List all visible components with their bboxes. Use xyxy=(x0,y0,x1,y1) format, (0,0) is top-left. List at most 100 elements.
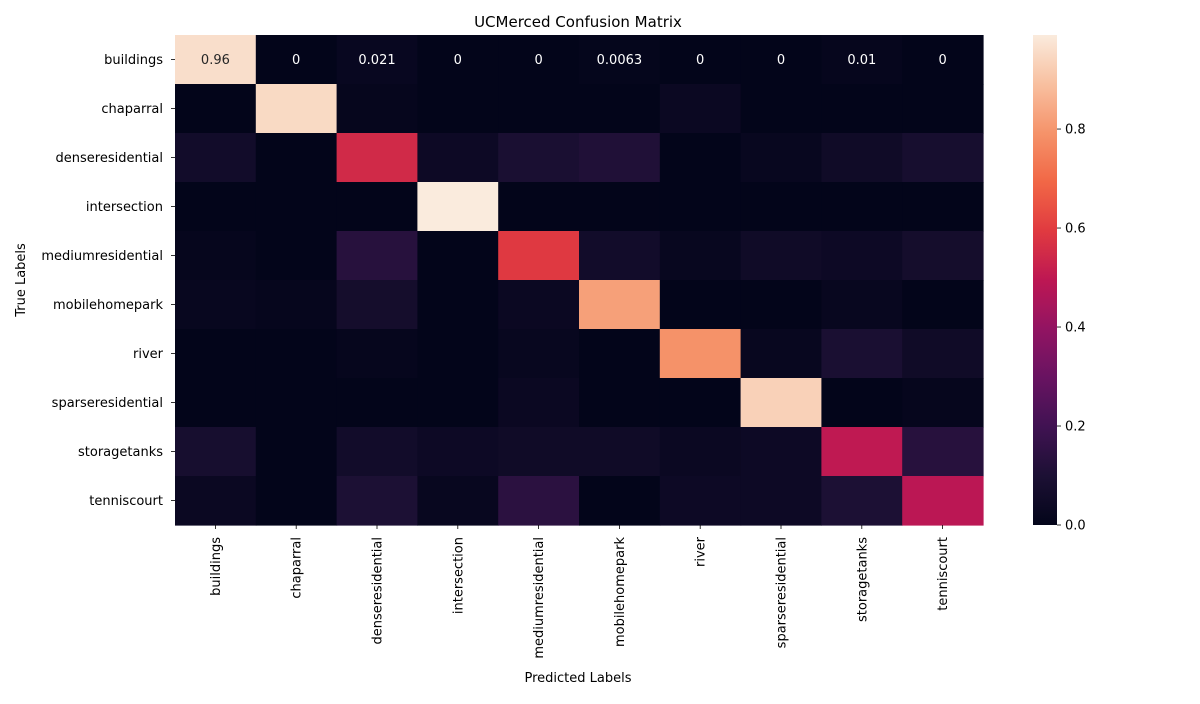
heatmap-cell xyxy=(659,35,742,85)
heatmap-cell xyxy=(336,476,418,526)
colorbar-ticks: 0.0 0.2 0.4 0.6 0.8 xyxy=(1057,123,1086,534)
y-tick-label: mobilehomepark xyxy=(53,298,164,313)
heatmap-cell xyxy=(417,182,499,232)
heatmap-cell xyxy=(740,35,822,85)
heatmap-cell xyxy=(902,35,984,85)
heatmap-cell xyxy=(821,378,903,428)
heatmap-cell xyxy=(255,280,338,330)
heatmap-cell xyxy=(740,329,822,379)
y-tick-label: sparseresidential xyxy=(52,396,163,411)
heatmap-cell xyxy=(821,427,903,477)
y-tick-label: tenniscourt xyxy=(89,494,163,509)
heatmap-cell xyxy=(255,378,338,428)
heatmap-cell xyxy=(336,280,418,330)
heatmap-cell xyxy=(740,476,822,526)
heatmap-cell xyxy=(821,231,903,281)
heatmap-cell xyxy=(336,35,418,85)
heatmap-cell xyxy=(417,280,499,330)
cell-value-label: 0.0063 xyxy=(597,53,643,68)
x-tick-label: sparseresidential xyxy=(775,537,790,648)
heatmap-cell xyxy=(740,84,822,134)
heatmap-cell xyxy=(821,476,903,526)
heatmap-cell xyxy=(902,84,984,134)
heatmap-cell xyxy=(659,329,742,379)
cell-value-label: 0.96 xyxy=(201,53,230,68)
heatmap-cell xyxy=(417,231,499,281)
heatmap-cell xyxy=(417,378,499,428)
x-tick-label: storagetanks xyxy=(855,537,870,622)
cell-value-label: 0.01 xyxy=(847,53,876,68)
heatmap-cell xyxy=(579,84,661,134)
heatmap-cell xyxy=(902,231,984,281)
heatmap-cell xyxy=(417,427,499,477)
x-tick-label: mediumresidential xyxy=(532,537,547,659)
heatmap-cell xyxy=(902,182,984,232)
heatmap-cell xyxy=(740,280,822,330)
x-tick-label: tenniscourt xyxy=(936,537,951,611)
cell-value-label: 0 xyxy=(534,53,542,68)
heatmap-cell xyxy=(821,329,903,379)
heatmap-cell xyxy=(417,84,499,134)
heatmap-cell xyxy=(336,133,418,183)
heatmap-cell xyxy=(821,182,903,232)
heatmap-cell xyxy=(659,133,742,183)
heatmap-cell xyxy=(498,329,580,379)
heatmap-cell xyxy=(659,378,742,428)
heatmap-cell xyxy=(579,182,661,232)
heatmap-cell xyxy=(498,231,580,281)
heatmap-cell xyxy=(579,378,661,428)
heatmap-cell xyxy=(498,280,580,330)
heatmap-cell xyxy=(740,133,822,183)
heatmap-cell xyxy=(498,84,580,134)
heatmap-cell xyxy=(255,231,338,281)
cell-value-label: 0.021 xyxy=(358,53,395,68)
x-tick-label: intersection xyxy=(451,537,466,614)
heatmap-cell xyxy=(175,329,257,379)
colorbar-tick-label: 0.6 xyxy=(1065,222,1086,237)
heatmap-cell xyxy=(417,476,499,526)
heatmap-cell xyxy=(821,280,903,330)
heatmap-cell xyxy=(498,427,580,477)
heatmap-cell xyxy=(659,84,742,134)
colorbar-tick-label: 0.4 xyxy=(1065,321,1086,336)
heatmap-cell xyxy=(175,280,257,330)
heatmap-cell xyxy=(175,35,257,85)
heatmap-cell xyxy=(902,133,984,183)
heatmap-cell xyxy=(417,329,499,379)
x-tick-label: denseresidential xyxy=(371,537,386,644)
heatmap-cell xyxy=(336,378,418,428)
cell-value-label: 0 xyxy=(777,53,785,68)
heatmap-cell xyxy=(255,35,338,85)
heatmap-cell xyxy=(659,182,742,232)
heatmap-cell xyxy=(498,133,580,183)
y-tick-label: river xyxy=(133,347,164,362)
x-tick-label: chaparral xyxy=(290,537,305,599)
colorbar-tick-label: 0.8 xyxy=(1065,123,1086,138)
y-tick-label: storagetanks xyxy=(78,445,163,460)
heatmap-cell xyxy=(175,427,257,477)
heatmap-cell xyxy=(579,476,661,526)
heatmap-cell xyxy=(498,35,580,85)
heatmap-cell xyxy=(417,35,499,85)
heatmap-cell xyxy=(336,329,418,379)
colorbar-tick-label: 0.2 xyxy=(1065,420,1086,435)
heatmap-cell xyxy=(821,133,903,183)
heatmap-cell xyxy=(336,182,418,232)
heatmap-cell xyxy=(902,280,984,330)
heatmap-cell xyxy=(336,84,418,134)
heatmap-cell xyxy=(336,427,418,477)
x-tick-label: river xyxy=(694,536,709,567)
heatmap-cell xyxy=(255,182,338,232)
heatmap-cell xyxy=(417,133,499,183)
heatmap-cell xyxy=(902,427,984,477)
heatmap-cell xyxy=(175,84,257,134)
heatmap-cell xyxy=(579,231,661,281)
heatmap-cell xyxy=(175,378,257,428)
heatmap-cell xyxy=(175,182,257,232)
heatmap-cell xyxy=(579,329,661,379)
heatmap-cell xyxy=(659,231,742,281)
heatmap-cell xyxy=(659,280,742,330)
colorbar xyxy=(1033,35,1057,525)
y-tick-label: buildings xyxy=(104,53,163,68)
